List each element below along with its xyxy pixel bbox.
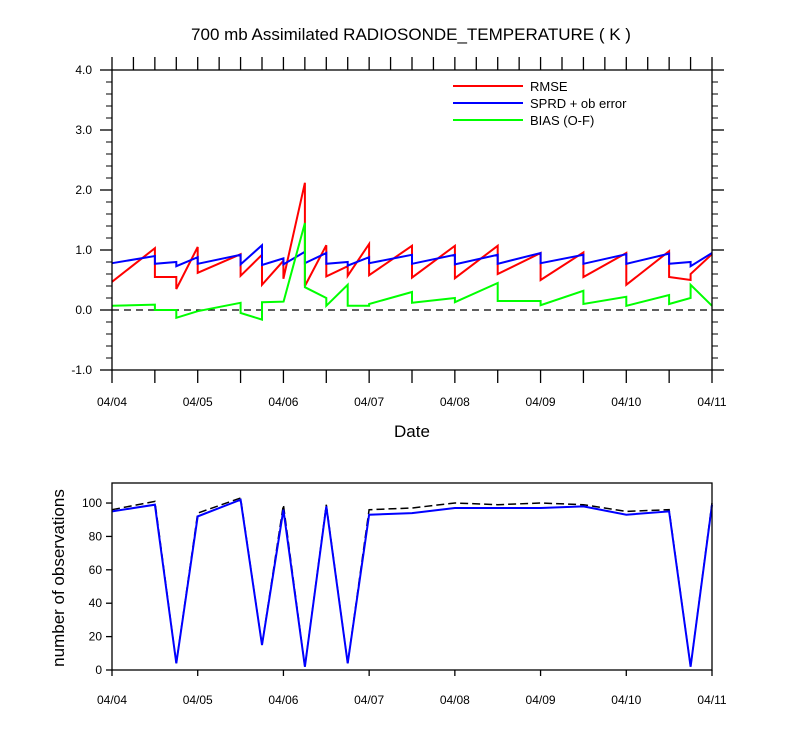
x-tick-label-04-06: 04/06 — [268, 395, 298, 409]
y-tick-label-100: 100 — [82, 496, 102, 510]
legend-label-sprd: SPRD + ob error — [530, 96, 627, 111]
x-tick-label-04-11: 04/11 — [697, 395, 726, 409]
y-tick-label-60: 60 — [89, 563, 103, 577]
x-tick-label-04-07: 04/07 — [354, 395, 384, 409]
legend: RMSE SPRD + ob error BIAS (O-F) — [453, 79, 627, 128]
y-tick-label-20: 20 — [89, 630, 103, 644]
chart-title: 700 mb Assimilated RADIOSONDE_TEMPERATUR… — [191, 25, 631, 44]
bottom-axes-group: 04/04 04/05 04/06 04/07 04/08 04/09 04/10 04/11… — [82, 482, 727, 707]
y-tick-label-1-0: -1.0 — [71, 363, 92, 377]
x-tick-label-04-04: 04/04 — [97, 693, 127, 707]
y-tick-label-0-0: 0.0 — [75, 303, 92, 317]
plot-frame — [111, 69, 713, 371]
series-line-rmse — [111, 182, 713, 290]
y-tick-label-1-0: 1.0 — [75, 243, 92, 257]
x-tick-label-04-08: 04/08 — [440, 395, 470, 409]
x-tick-label-04-09: 04/09 — [526, 693, 556, 707]
y-tick-label-3-0: 3.0 — [75, 123, 92, 137]
top-series-group — [111, 182, 713, 321]
bottom-series-group — [111, 496, 713, 667]
series-line-used — [111, 498, 713, 667]
x-tick-label-04-11: 04/11 — [697, 693, 726, 707]
x-axis-label: Date — [394, 422, 430, 441]
y-tick-label-2-0: 2.0 — [75, 183, 92, 197]
y-tick-label-40: 40 — [89, 596, 103, 610]
x-tick-label-04-05: 04/05 — [183, 693, 213, 707]
x-tick-label-04-06: 04/06 — [268, 693, 298, 707]
x-tick-label-04-10: 04/10 — [611, 693, 641, 707]
x-tick-label-04-05: 04/05 — [183, 395, 213, 409]
y-tick-label-0: 0 — [95, 663, 102, 677]
plot-frame — [111, 482, 713, 671]
x-tick-label-04-09: 04/09 — [526, 395, 556, 409]
y-tick-label-80: 80 — [89, 529, 103, 543]
top-axes-group: 04/04 04/05 04/06 04/07 04/08 04/09 04/10 04/11… — [71, 57, 727, 409]
series-line-bias-o-f — [111, 222, 713, 321]
top-chart: 700 mb Assimilated RADIOSONDE_TEMPERATUR… — [71, 25, 727, 441]
legend-label-rmse: RMSE — [530, 79, 568, 94]
y-axis-label: number of observations — [49, 489, 68, 667]
series-line-sprd-ob-error — [111, 242, 713, 268]
y-tick-label-4-0: 4.0 — [75, 63, 92, 77]
series-line-possible — [111, 496, 713, 667]
x-tick-label-04-10: 04/10 — [611, 395, 641, 409]
legend-label-bias: BIAS (O-F) — [530, 113, 594, 128]
x-tick-label-04-08: 04/08 — [440, 693, 470, 707]
x-tick-label-04-04: 04/04 — [97, 395, 127, 409]
x-tick-label-04-07: 04/07 — [354, 693, 384, 707]
bottom-chart: 04/04 04/05 04/06 04/07 04/08 04/09 04/10 04/11… — [49, 482, 727, 707]
